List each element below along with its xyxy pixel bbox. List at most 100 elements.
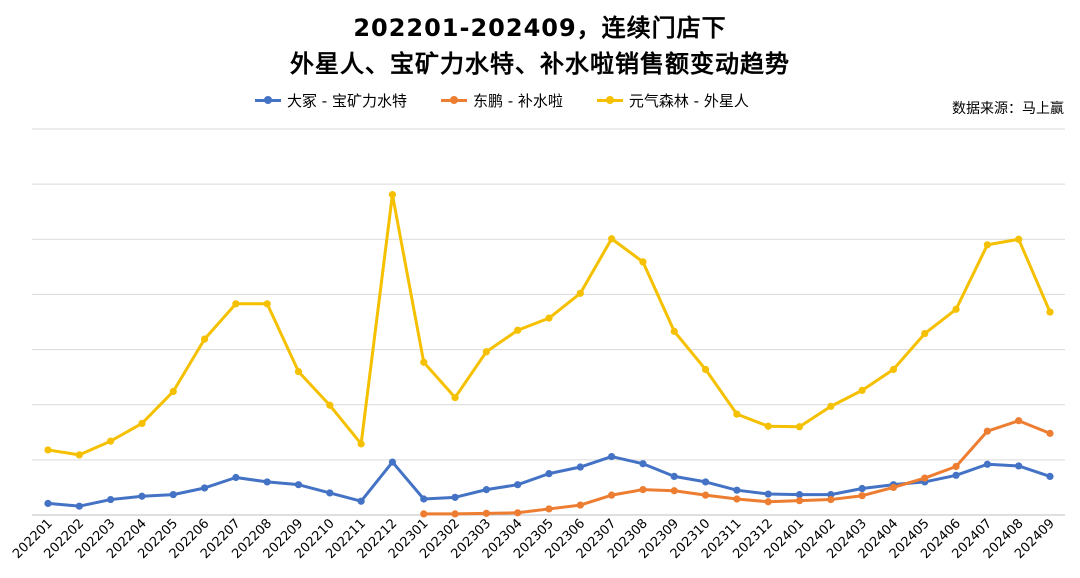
series-2-point: [263, 300, 271, 308]
series-1-point: [952, 462, 960, 471]
series-1-point: [827, 495, 835, 504]
series-0-point: [420, 495, 428, 503]
legend-label-0: 大冢 - 宝矿力水特: [287, 92, 407, 110]
legend-swatch-0: [255, 96, 281, 104]
series-0-point: [858, 484, 866, 493]
series-1-point: [858, 492, 866, 500]
legend-item-2: 元气森林 - 外星人: [596, 90, 749, 111]
series-2-point: [75, 451, 83, 459]
series-0-point: [827, 490, 835, 499]
series-2-point: [733, 410, 741, 418]
series-2-point: [1046, 308, 1054, 316]
series-1-point: [576, 501, 584, 509]
series-1-point: [921, 474, 929, 482]
series-0-point: [169, 490, 177, 499]
series-0-point: [232, 473, 240, 482]
legend-swatch-2: [596, 96, 623, 104]
series-2-point: [169, 387, 177, 396]
series-0-point: [357, 497, 365, 505]
series-2-point: [670, 327, 678, 335]
series-2-point: [232, 300, 240, 308]
series-1-point: [1046, 429, 1054, 437]
series-2-point: [858, 386, 866, 394]
series-1-point: [514, 509, 522, 517]
series-0-point: [200, 484, 209, 492]
series-0-point: [952, 471, 960, 479]
series-2-point: [420, 358, 428, 366]
series-0-point: [514, 481, 522, 489]
series-0-point: [1046, 472, 1054, 480]
series-0-point: [670, 472, 678, 480]
series-2-point: [889, 365, 898, 374]
series-1-point: [545, 505, 553, 513]
series-2-point: [451, 393, 459, 402]
series-line-2: [46, 193, 1052, 457]
series-0-point: [138, 492, 146, 500]
series-0-point: [44, 499, 52, 508]
legend-swatch-1: [440, 96, 467, 104]
chart-title-line1: 202201-202409，连续门店下: [353, 14, 727, 42]
series-0-point: [388, 458, 397, 466]
series-1-point: [795, 497, 804, 505]
series-0-point: [107, 495, 115, 504]
series-2-point: [952, 305, 960, 313]
series-0-point: [764, 490, 772, 498]
data-source-note: 数据来源：马上赢: [952, 101, 1064, 117]
series-2-point: [795, 423, 804, 431]
series-0-point: [733, 486, 741, 494]
series-2-point: [639, 258, 647, 266]
series-1-point: [983, 427, 991, 435]
chart-legend: 大冢 - 宝矿力水特 东鹏 - 补水啦 元气森林 - 外星人: [255, 90, 749, 111]
series-2-point: [1015, 235, 1023, 243]
series-2-point: [326, 401, 334, 409]
series-2-point: [608, 235, 616, 243]
series-0-point: [294, 481, 303, 489]
series-2-point: [388, 191, 397, 199]
series-0-point: [608, 452, 616, 461]
series-2-point: [200, 335, 209, 343]
series-0-point: [263, 478, 271, 486]
series-0-point: [451, 493, 459, 501]
series-1-point: [420, 510, 428, 518]
series-0-point: [795, 490, 804, 499]
series-2-point: [701, 365, 710, 374]
series-0-point: [701, 478, 710, 486]
series-1-point: [701, 491, 710, 499]
series-2-point: [294, 368, 303, 376]
series-2-point: [576, 289, 584, 297]
series-0-point: [326, 489, 334, 497]
series-1-point: [889, 483, 898, 492]
legend-item-0: 大冢 - 宝矿力水特: [255, 90, 407, 111]
series-0-point: [576, 463, 584, 471]
series-2-point: [827, 402, 835, 410]
series-2-point: [44, 446, 52, 454]
series-line-0: [46, 455, 1052, 508]
series-1-point: [1015, 417, 1023, 425]
series-2-point: [545, 314, 553, 322]
series-1-point: [764, 498, 772, 506]
legend-label-2: 元气森林 - 外星人: [628, 92, 749, 110]
series-2-point: [764, 422, 772, 430]
legend-label-1: 东鹏 - 补水啦: [472, 92, 563, 110]
series-2-point: [107, 437, 115, 445]
series-2-point: [514, 326, 522, 334]
series-2-point: [921, 329, 929, 338]
series-2-point: [983, 241, 991, 249]
series-1-point: [733, 495, 741, 503]
series-0-point: [545, 470, 553, 478]
series-0-point: [482, 486, 490, 494]
series-2-point: [138, 419, 146, 428]
series-1-point: [451, 510, 459, 518]
series-1-point: [608, 491, 616, 499]
series-0-point: [983, 460, 991, 468]
series-1-point: [482, 509, 490, 517]
series-2-point: [357, 440, 365, 448]
series-1-point: [670, 487, 678, 495]
chart-title-line2: 外星人、宝矿力水特、补水啦销售额变动趋势: [290, 50, 790, 78]
series-2-point: [482, 348, 490, 356]
series-1-point: [639, 486, 647, 494]
series-0-point: [639, 460, 647, 468]
series-0-point: [75, 502, 83, 510]
series-0-point: [1015, 462, 1023, 470]
